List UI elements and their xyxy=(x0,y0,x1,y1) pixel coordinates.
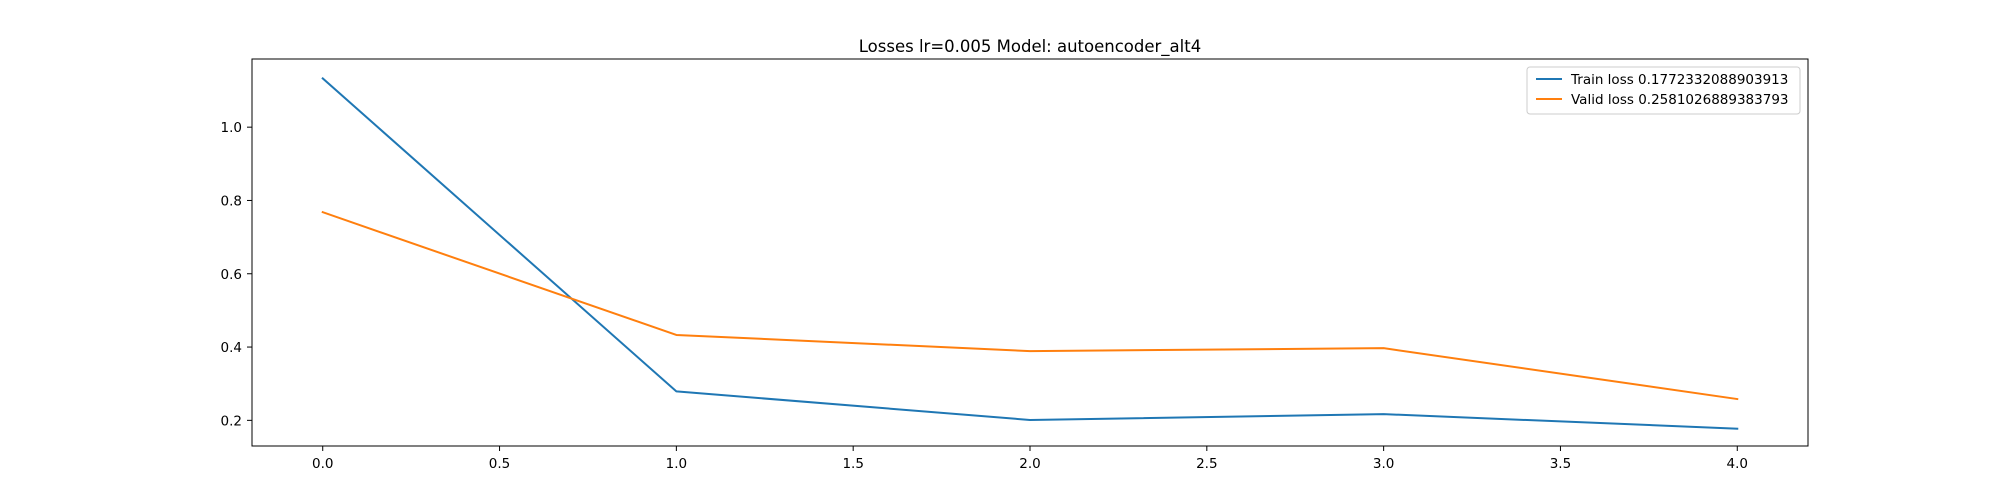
plot-area-frame xyxy=(251,58,1809,447)
y-tick-label: 0.8 xyxy=(221,193,242,209)
y-tick-label: 0.2 xyxy=(221,413,242,429)
x-tick-label: 2.5 xyxy=(1196,456,1217,472)
legend: Train loss 0.1772332088903913 Valid loss… xyxy=(1526,66,1801,115)
x-tick-label: 3.5 xyxy=(1550,456,1571,472)
y-tick-label: 0.6 xyxy=(221,267,242,283)
x-tick-label: 0.5 xyxy=(489,456,510,472)
legend-label-train: Train loss 0.1772332088903913 xyxy=(1570,72,1788,88)
x-tick-label: 1.5 xyxy=(842,456,863,472)
x-tick-label: 1.0 xyxy=(666,456,687,472)
x-tick-label: 4.0 xyxy=(1727,456,1748,472)
valid-loss-line xyxy=(321,210,1739,401)
x-tick-label: 0.0 xyxy=(312,456,333,472)
y-tick-label: 0.4 xyxy=(221,340,242,356)
x-tick-label: 3.0 xyxy=(1373,456,1394,472)
y-tick-label: 1.0 xyxy=(221,120,242,136)
x-tick-label: 2.0 xyxy=(1019,456,1040,472)
legend-box xyxy=(1526,66,1801,115)
legend-label-valid: Valid loss 0.2581026889383793 xyxy=(1571,92,1789,108)
train-loss-line xyxy=(321,77,1739,430)
chart-title: Losses lr=0.005 Model: autoencoder_alt4 xyxy=(859,37,1201,57)
